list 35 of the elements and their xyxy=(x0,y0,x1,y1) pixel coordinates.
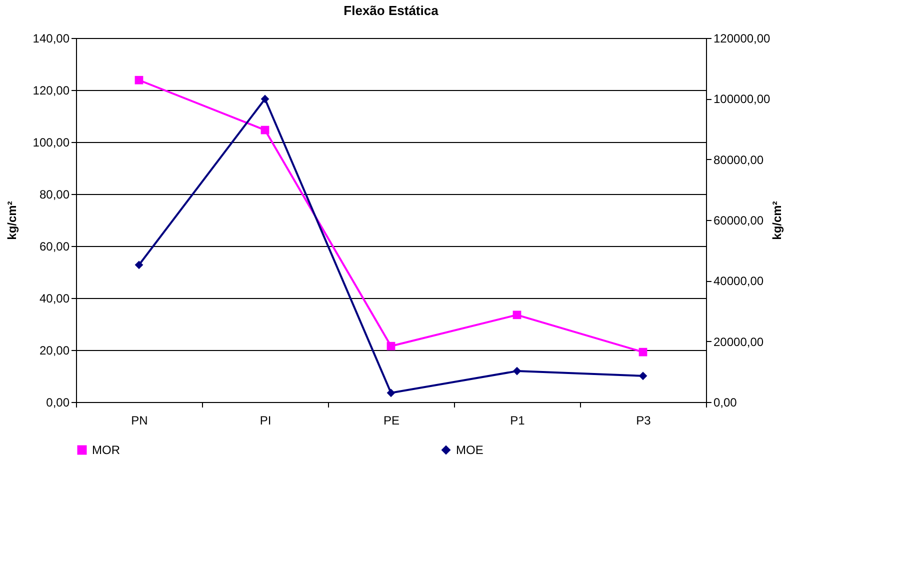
y2-tick-label: 0,00 xyxy=(714,396,738,410)
point xyxy=(512,310,522,320)
legend-label: MOE xyxy=(456,443,484,457)
y-tick-label: 0,00 xyxy=(46,396,70,410)
x-tick-label: PI xyxy=(260,414,272,428)
point xyxy=(260,94,270,104)
y-tick-label: 100,00 xyxy=(32,136,70,150)
y-tick-label: 60,00 xyxy=(39,240,70,254)
y-tick-label: 140,00 xyxy=(32,32,70,46)
point xyxy=(134,260,144,270)
y-tick-label: 20,00 xyxy=(39,344,70,358)
point xyxy=(638,348,648,356)
point xyxy=(386,342,396,350)
point xyxy=(386,388,396,398)
x-tick-label: P1 xyxy=(510,414,526,428)
legend-label: MOR xyxy=(92,443,120,457)
y2-tick-label: 40000,00 xyxy=(714,274,764,288)
y-tick-label: 40,00 xyxy=(39,292,70,306)
y2-tick-label: 80000,00 xyxy=(714,152,764,167)
y-tick-label: 80,00 xyxy=(39,188,70,202)
x-tick-label: P3 xyxy=(636,414,652,428)
point xyxy=(512,366,522,376)
y2-axis-title: kg/cm² xyxy=(770,201,784,240)
point xyxy=(638,372,648,380)
x-tick-label: PN xyxy=(131,414,148,428)
chart-title: Flexão Estática xyxy=(344,3,440,18)
point xyxy=(260,126,270,134)
y2-tick-label: 120000,00 xyxy=(714,32,771,46)
y-tick-label: 120,00 xyxy=(32,84,70,98)
y2-tick-label: 20000,00 xyxy=(714,334,764,349)
y2-tick-label: 100000,00 xyxy=(714,92,771,106)
y-axis-title: kg/cm² xyxy=(4,201,19,240)
x-tick-label: PE xyxy=(383,414,400,428)
y2-tick-label: 60000,00 xyxy=(714,214,764,228)
point xyxy=(134,76,144,84)
